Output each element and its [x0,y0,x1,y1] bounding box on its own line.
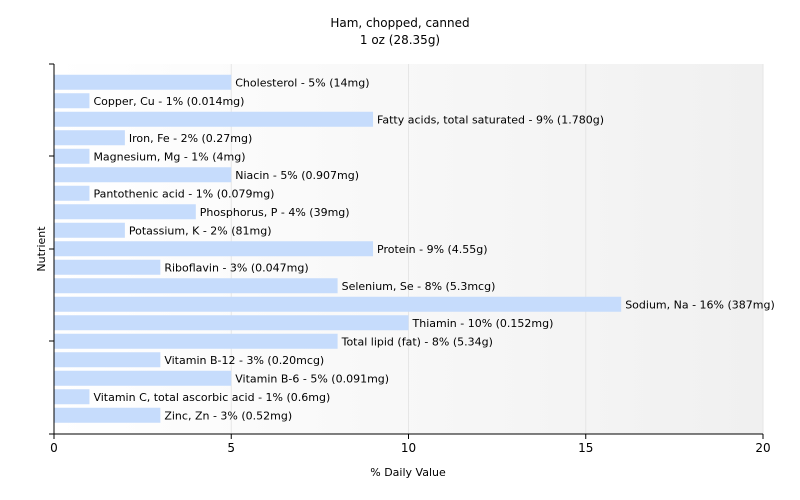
bar-label: Vitamin B-6 - 5% (0.091mg) [235,372,389,385]
chart-subtitle: 1 oz (28.35g) [360,33,440,47]
bar-label: Selenium, Se - 8% (5.3mcg) [342,280,496,293]
chart-title: Ham, chopped, canned [330,16,469,30]
bar [54,241,374,257]
bar-label: Potassium, K - 2% (81mg) [129,224,272,237]
bar-label: Iron, Fe - 2% (0.27mg) [129,132,252,145]
bars [54,74,622,423]
bar-label: Sodium, Na - 16% (387mg) [625,298,775,311]
bar-label: Vitamin B-12 - 3% (0.20mcg) [164,354,324,367]
bar-label: Riboflavin - 3% (0.047mg) [164,261,308,274]
bar [54,407,161,423]
bar [54,296,622,312]
x-tick-label: 20 [755,441,770,455]
bar-label: Copper, Cu - 1% (0.014mg) [93,95,244,108]
bar [54,204,196,220]
bar [54,148,90,164]
bar [54,389,90,405]
bar-label: Niacin - 5% (0.907mg) [235,169,359,182]
bar-label: Vitamin C, total ascorbic acid - 1% (0.6… [93,391,330,404]
bar [54,333,338,349]
bar [54,111,374,127]
bar [54,278,338,294]
bar [54,185,90,201]
bar-label: Thiamin - 10% (0.152mg) [412,317,554,330]
bar [54,74,232,90]
y-axis-title: Nutrient [35,226,48,272]
bar-label: Protein - 9% (4.55g) [377,243,488,256]
bar [54,352,161,368]
bar-label: Pantothenic acid - 1% (0.079mg) [93,187,274,200]
bar-label: Total lipid (fat) - 8% (5.34g) [341,335,493,348]
bar-label: Cholesterol - 5% (14mg) [235,76,369,89]
bar-label: Magnesium, Mg - 1% (4mg) [93,150,245,163]
bar [54,130,125,146]
bar [54,370,232,386]
bar [54,315,409,331]
x-tick-label: 10 [401,441,416,455]
x-tick-label: 5 [227,441,235,455]
bar [54,167,232,183]
bar-label: Fatty acids, total saturated - 9% (1.780… [377,113,604,126]
x-tick-labels: 0 5 10 15 20 [50,441,770,455]
x-tick-label: 0 [50,441,58,455]
bar-labels: Cholesterol - 5% (14mg) Copper, Cu - 1% (… [93,76,774,422]
bar-label: Phosphorus, P - 4% (39mg) [200,206,350,219]
bar [54,222,125,238]
x-tick-label: 15 [578,441,593,455]
bar-label: Zinc, Zn - 3% (0.52mg) [164,409,292,422]
axes [49,63,764,439]
bar [54,93,90,109]
x-axis-title: % Daily Value [370,466,446,479]
bar [54,259,161,275]
